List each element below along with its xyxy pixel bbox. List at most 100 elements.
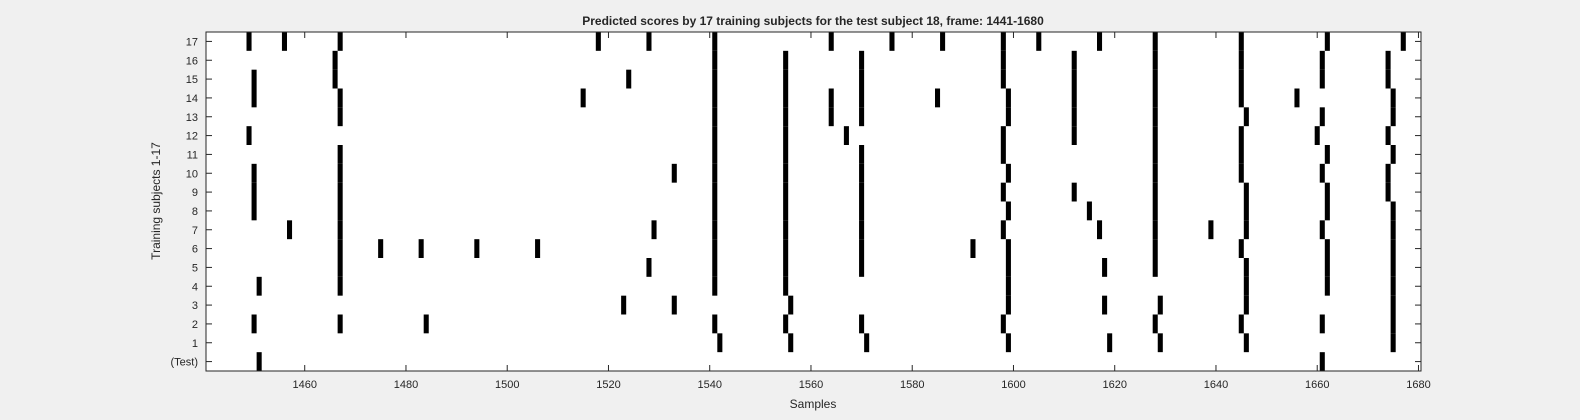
data-mark xyxy=(712,145,718,164)
data-mark xyxy=(1152,258,1158,277)
data-mark xyxy=(1005,295,1011,315)
data-mark xyxy=(1000,145,1006,164)
y-tick-label: 8 xyxy=(192,206,198,218)
data-mark xyxy=(1036,32,1042,51)
data-mark xyxy=(859,107,865,127)
data-mark xyxy=(1152,69,1158,89)
data-mark xyxy=(646,32,652,51)
x-tick-label: 1620 xyxy=(1102,379,1126,391)
data-mark xyxy=(1390,314,1396,334)
data-mark xyxy=(1152,163,1158,183)
data-mark xyxy=(1097,32,1103,51)
data-mark xyxy=(337,88,343,108)
data-mark xyxy=(646,258,652,277)
data-mark xyxy=(1324,201,1330,221)
data-mark xyxy=(859,201,865,221)
data-mark xyxy=(1243,220,1249,240)
data-mark xyxy=(1005,239,1011,258)
data-mark xyxy=(1319,50,1325,70)
data-mark xyxy=(712,258,718,277)
data-mark xyxy=(251,182,257,202)
y-tick-label: 16 xyxy=(186,55,198,67)
data-mark xyxy=(651,220,657,240)
data-mark xyxy=(1238,163,1244,183)
data-mark xyxy=(1390,258,1396,277)
data-mark xyxy=(783,50,789,70)
y-tick-label: 2 xyxy=(192,319,198,331)
data-mark xyxy=(1152,145,1158,164)
data-mark xyxy=(337,201,343,221)
data-mark xyxy=(1243,276,1249,296)
x-tick-label: 1460 xyxy=(292,379,316,391)
data-mark xyxy=(1324,258,1330,277)
data-mark xyxy=(1243,333,1249,353)
y-tick-label: 7 xyxy=(192,225,198,237)
data-mark xyxy=(788,333,794,353)
data-mark xyxy=(783,239,789,258)
x-tick-label: 1580 xyxy=(900,379,924,391)
data-mark xyxy=(1071,50,1077,70)
data-mark xyxy=(1000,220,1006,240)
data-mark xyxy=(251,163,257,183)
y-tick-label: 12 xyxy=(186,131,198,143)
y-tick-label: 11 xyxy=(187,149,198,161)
data-mark xyxy=(783,69,789,89)
data-mark xyxy=(337,276,343,296)
data-mark xyxy=(1243,182,1249,202)
data-mark xyxy=(418,239,424,258)
data-mark xyxy=(828,32,834,51)
x-tick-label: 1640 xyxy=(1204,379,1228,391)
data-mark xyxy=(626,69,632,89)
data-mark xyxy=(843,126,849,145)
data-mark xyxy=(1238,239,1244,258)
data-mark xyxy=(1000,126,1006,145)
data-mark xyxy=(246,32,252,51)
data-mark xyxy=(1243,201,1249,221)
data-mark xyxy=(1000,50,1006,70)
data-mark xyxy=(1390,239,1396,258)
data-mark xyxy=(1243,258,1249,277)
data-mark xyxy=(595,32,601,51)
data-mark xyxy=(251,69,257,89)
data-mark xyxy=(828,107,834,127)
data-mark xyxy=(864,333,870,353)
data-mark xyxy=(712,32,718,51)
data-mark xyxy=(621,295,627,315)
data-mark xyxy=(1390,220,1396,240)
data-mark xyxy=(1390,145,1396,164)
data-mark xyxy=(1238,88,1244,108)
data-mark xyxy=(251,314,257,334)
data-mark xyxy=(859,69,865,89)
data-mark xyxy=(251,201,257,221)
data-mark xyxy=(859,163,865,183)
data-mark xyxy=(712,163,718,183)
data-mark xyxy=(1071,182,1077,202)
data-mark xyxy=(337,163,343,183)
data-mark xyxy=(783,126,789,145)
data-mark xyxy=(1324,145,1330,164)
plot-area xyxy=(206,32,1421,371)
data-mark xyxy=(1152,201,1158,221)
y-tick-label: 17 xyxy=(186,36,198,48)
data-mark xyxy=(1000,182,1006,202)
y-axis-label: Training subjects 1-17 xyxy=(149,142,163,260)
data-mark xyxy=(1319,163,1325,183)
data-mark xyxy=(1385,163,1391,183)
data-mark xyxy=(1107,333,1113,353)
data-mark xyxy=(788,295,794,315)
data-mark xyxy=(712,107,718,127)
data-mark xyxy=(1390,201,1396,221)
data-mark xyxy=(1238,32,1244,51)
y-tick-label: 5 xyxy=(192,262,198,274)
data-mark xyxy=(580,88,586,108)
data-mark xyxy=(1086,201,1092,221)
data-mark xyxy=(1152,88,1158,108)
data-mark xyxy=(859,314,865,334)
data-mark xyxy=(1390,333,1396,353)
data-mark xyxy=(783,163,789,183)
data-mark xyxy=(1005,333,1011,353)
data-mark xyxy=(783,276,789,296)
data-mark xyxy=(1319,314,1325,334)
data-mark xyxy=(337,239,343,258)
